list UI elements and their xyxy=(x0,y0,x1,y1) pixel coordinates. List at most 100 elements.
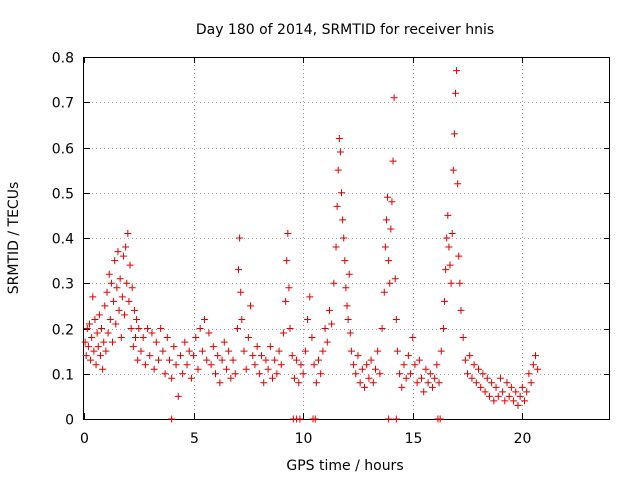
data-point xyxy=(150,365,158,373)
data-point xyxy=(214,352,222,360)
data-point xyxy=(203,356,211,364)
grid-layer xyxy=(84,57,610,419)
data-point xyxy=(233,325,241,332)
data-point xyxy=(268,374,276,382)
data-point xyxy=(330,279,338,287)
data-point xyxy=(122,243,130,251)
data-point xyxy=(336,148,344,156)
x-tick-label: 15 xyxy=(405,431,423,447)
data-point xyxy=(168,415,176,423)
data-point xyxy=(93,329,101,337)
data-point xyxy=(273,370,281,378)
data-point xyxy=(496,374,504,382)
data-point xyxy=(201,315,209,323)
data-point xyxy=(499,388,507,396)
data-point xyxy=(483,374,491,382)
data-point xyxy=(516,392,524,400)
data-point xyxy=(225,347,233,355)
data-point xyxy=(481,388,489,396)
data-point xyxy=(99,365,107,373)
data-point xyxy=(388,198,396,206)
data-point xyxy=(301,347,309,355)
data-point xyxy=(240,347,248,355)
data-point xyxy=(165,356,173,364)
data-point xyxy=(386,279,394,287)
data-point xyxy=(114,248,122,256)
data-point xyxy=(339,216,347,224)
data-point xyxy=(220,338,228,346)
data-point xyxy=(288,352,296,360)
data-point xyxy=(319,347,327,355)
data-point xyxy=(447,279,455,287)
tick-layer: 0 5 10 15 20 0 0.1 0.2 0.3 0.4 0.5 0.6 0.7 0.8 xyxy=(52,51,610,447)
data-point xyxy=(137,347,145,355)
data-point xyxy=(308,334,316,342)
data-point xyxy=(501,397,509,405)
data-point xyxy=(514,401,522,409)
data-point xyxy=(128,284,136,292)
data-point xyxy=(426,370,434,378)
data-point xyxy=(446,261,454,269)
data-point xyxy=(148,329,156,337)
data-point xyxy=(428,383,436,391)
data-point xyxy=(92,361,100,369)
data-point xyxy=(505,392,513,400)
data-point xyxy=(118,293,126,301)
data-point xyxy=(485,392,493,400)
data-point xyxy=(83,325,91,332)
data-point xyxy=(216,379,224,387)
y-tick-label: 0.3 xyxy=(52,277,74,293)
data-point xyxy=(415,356,423,364)
data-point xyxy=(385,257,393,265)
data-point xyxy=(413,379,421,387)
data-point xyxy=(433,361,441,369)
data-point xyxy=(459,334,467,342)
data-point xyxy=(523,388,531,396)
data-point xyxy=(275,347,283,355)
data-point xyxy=(94,343,102,351)
data-point xyxy=(488,379,496,387)
data-point xyxy=(451,89,459,97)
data-point xyxy=(121,311,129,319)
data-point xyxy=(332,243,340,251)
data-point xyxy=(334,166,342,174)
data-point xyxy=(108,338,116,346)
data-point xyxy=(235,266,243,274)
data-point xyxy=(356,379,364,387)
data-point xyxy=(126,261,134,269)
data-point xyxy=(392,415,400,423)
data-point xyxy=(435,379,443,387)
data-point xyxy=(89,293,97,301)
data-point xyxy=(253,343,261,351)
data-point xyxy=(123,279,131,287)
data-point xyxy=(192,334,200,342)
data-point xyxy=(132,334,140,342)
data-point xyxy=(284,229,292,237)
data-point xyxy=(111,257,119,265)
data-point xyxy=(116,275,124,283)
data-point xyxy=(441,297,449,305)
data-point xyxy=(439,325,447,332)
data-point xyxy=(106,315,114,323)
data-point xyxy=(529,361,537,369)
data-point xyxy=(196,325,204,332)
x-axis-label: GPS time / hours xyxy=(286,458,403,474)
data-point xyxy=(155,356,163,364)
data-point xyxy=(347,347,355,355)
data-point xyxy=(363,361,371,369)
data-point xyxy=(346,329,354,337)
data-point xyxy=(251,361,259,369)
data-point xyxy=(87,356,95,364)
y-tick-label: 0.1 xyxy=(52,368,74,384)
y-tick-label: 0.2 xyxy=(52,323,74,339)
data-point xyxy=(183,361,191,369)
x-tick-label: 0 xyxy=(80,431,89,447)
data-point xyxy=(205,329,213,337)
data-point xyxy=(176,352,184,360)
data-point xyxy=(100,338,108,346)
data-point xyxy=(344,315,352,323)
data-point xyxy=(470,361,478,369)
data-point xyxy=(297,361,305,369)
data-point xyxy=(361,383,369,391)
data-point xyxy=(277,361,285,369)
